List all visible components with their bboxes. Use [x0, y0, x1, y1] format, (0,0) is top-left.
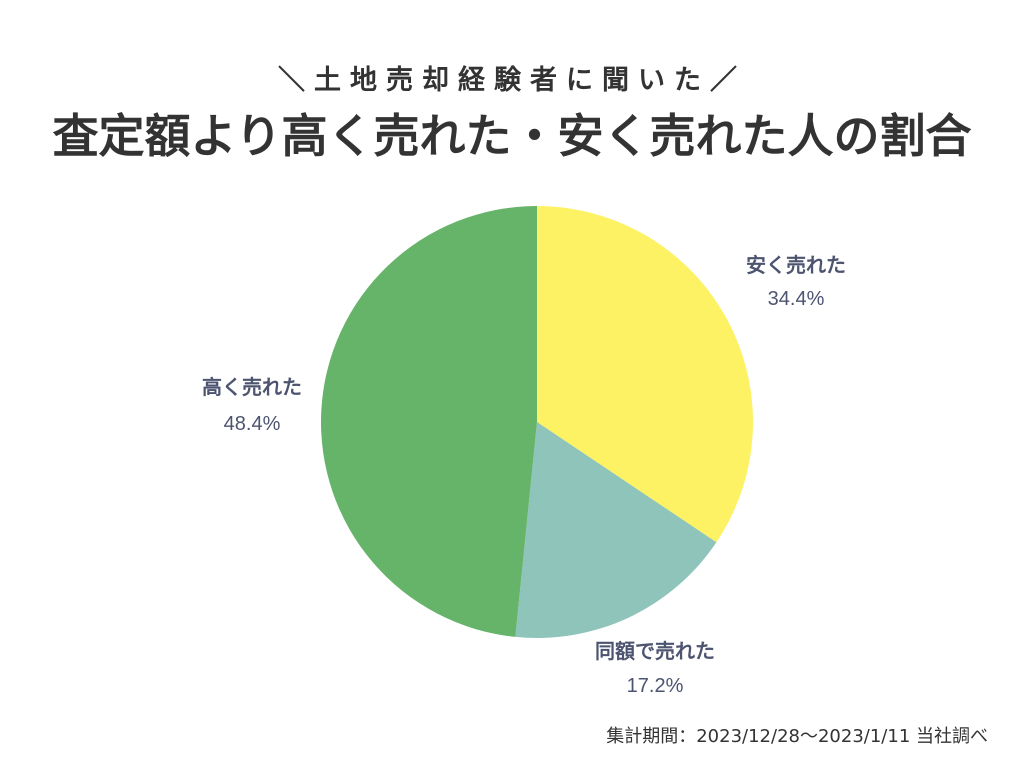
pie-slice-higher — [321, 206, 537, 637]
chart-title: 査定額より高く売れた・安く売れた人の割合 — [52, 109, 972, 163]
slice-value-cheaper: 34.4% — [768, 288, 825, 310]
pie-slices — [321, 206, 753, 638]
pie-slice-cheaper — [537, 206, 753, 543]
pie-slice-same — [515, 422, 717, 638]
slice-value-higher: 48.4% — [224, 413, 281, 435]
slice-label-higher: 高く売れた — [202, 375, 302, 399]
slice-value-same: 17.2% — [627, 675, 684, 697]
slice-label-same: 同額で売れた — [595, 639, 715, 663]
survey-period-note: 集計期間：2023/12/28〜2023/1/11 当社調べ — [606, 726, 988, 747]
slice-label-cheaper: 安く売れた — [746, 253, 846, 277]
chart-subtitle: ＼土地売却経験者に聞いた／ — [278, 65, 746, 96]
